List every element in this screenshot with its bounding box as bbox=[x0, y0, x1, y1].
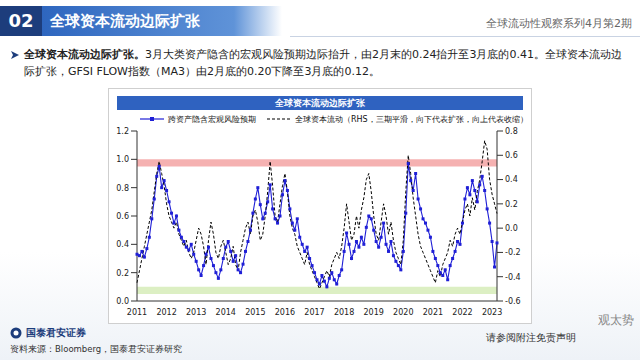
svg-text:-0.4: -0.4 bbox=[505, 273, 521, 282]
svg-text:0.4: 0.4 bbox=[116, 240, 129, 249]
svg-text:1.0: 1.0 bbox=[116, 155, 129, 164]
html-text:观太势: 观太势 bbox=[598, 313, 634, 327]
svg-text:0.4: 0.4 bbox=[505, 175, 518, 184]
svg-text:2018: 2018 bbox=[334, 308, 354, 317]
svg-text:0.6: 0.6 bbox=[116, 212, 129, 221]
svg-text:0.8: 0.8 bbox=[116, 184, 129, 193]
svg-text:0.2: 0.2 bbox=[116, 269, 129, 278]
html-text:资料来源：Bloomberg，国泰君安证券研究: 资料来源：Bloomberg，国泰君安证券研究 bbox=[10, 344, 183, 354]
svg-text:2016: 2016 bbox=[275, 308, 295, 317]
svg-text:0.0: 0.0 bbox=[116, 297, 129, 306]
svg-text:2022: 2022 bbox=[452, 308, 472, 317]
html-text:02: 02 bbox=[8, 10, 34, 31]
html-text:跨资产隐含宏观风险预期: 跨资产隐含宏观风险预期 bbox=[168, 114, 256, 124]
svg-text:2023: 2023 bbox=[482, 308, 502, 317]
html-text:全球资本流动边际扩张。3月大类资产隐含的宏观风险预期边际抬升: 全球资本流动边际扩张。3月大类资产隐含的宏观风险预期边际抬升，由2月末的0.24… bbox=[24, 48, 622, 78]
svg-text:0.2: 0.2 bbox=[505, 200, 518, 209]
svg-text:2021: 2021 bbox=[423, 308, 443, 317]
html-text:全球流动性观察系列4月第2期: 全球流动性观察系列4月第2期 bbox=[486, 17, 632, 30]
html-text:请参阅附注免责声明: 请参阅附注免责声明 bbox=[486, 332, 576, 343]
svg-text:0.6: 0.6 bbox=[505, 151, 518, 160]
svg-text:2013: 2013 bbox=[186, 308, 206, 317]
html-text:全球资本流动边际扩张: 全球资本流动边际扩张 bbox=[50, 12, 200, 30]
svg-text:0.0: 0.0 bbox=[505, 224, 518, 233]
svg-text:0.8: 0.8 bbox=[505, 127, 518, 136]
svg-text:2020: 2020 bbox=[393, 308, 413, 317]
html-text:国泰君安证券: 国泰君安证券 bbox=[26, 327, 86, 338]
svg-text:-0.2: -0.2 bbox=[505, 248, 521, 257]
svg-text:2017: 2017 bbox=[304, 308, 324, 317]
svg-text:2019: 2019 bbox=[364, 308, 384, 317]
svg-text:2012: 2012 bbox=[156, 308, 176, 317]
html-text:全球资本流动（RHS，三期平滑，向下代表扩张，向上代表收缩）: 全球资本流动（RHS，三期平滑，向下代表扩张，向上代表收缩） bbox=[295, 114, 528, 124]
svg-text:2014: 2014 bbox=[216, 308, 236, 317]
svg-text:1.2: 1.2 bbox=[116, 127, 129, 136]
svg-text:2011: 2011 bbox=[127, 308, 147, 317]
svg-text:-0.6: -0.6 bbox=[505, 297, 521, 306]
html-text:全球资本流动边际扩张: 全球资本流动边际扩张 bbox=[275, 98, 365, 108]
svg-text:2015: 2015 bbox=[245, 308, 265, 317]
